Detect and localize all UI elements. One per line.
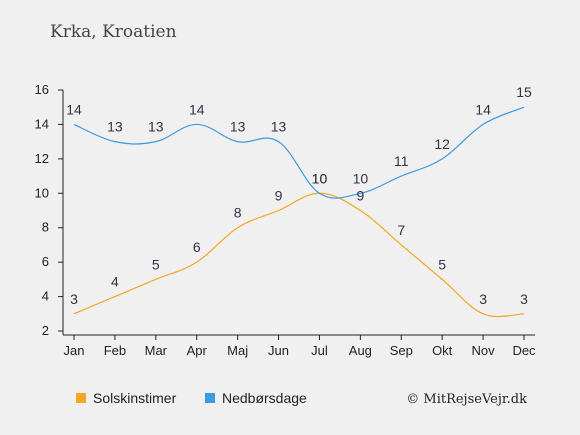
legend-swatch [205, 393, 215, 403]
x-tick-label: Feb [104, 343, 126, 358]
y-tick-label: 14 [35, 116, 49, 131]
data-label: 9 [356, 188, 364, 204]
y-tick-label: 2 [42, 323, 49, 338]
data-label: 3 [520, 291, 528, 307]
series-line-nedborsdage [73, 106, 525, 199]
x-tick-label: Jun [268, 343, 289, 358]
legend-label: Solskinstimer [93, 390, 177, 406]
data-label: 14 [475, 101, 491, 117]
x-tick-label: Maj [227, 343, 248, 358]
data-label: 3 [479, 291, 487, 307]
data-label: 8 [234, 205, 242, 221]
legend-swatch [76, 393, 86, 403]
data-label: 6 [193, 239, 201, 255]
data-label: 14 [66, 101, 82, 117]
x-tick-label: Sep [390, 343, 413, 358]
y-tick-label: 10 [35, 185, 49, 200]
data-label: 12 [434, 136, 450, 152]
legend: Solskinstimer Nedbørsdage [76, 390, 307, 406]
chart-title: Krka, Kroatien [50, 22, 177, 42]
data-label: 3 [70, 291, 78, 307]
data-label: 11 [394, 153, 409, 169]
y-tick-label: 4 [42, 289, 49, 304]
x-tick-label: Mar [145, 343, 168, 358]
data-label: 13 [107, 119, 123, 135]
x-tick-label: Aug [349, 343, 372, 358]
data-label: 5 [152, 256, 160, 272]
data-label: 10 [312, 170, 328, 186]
x-tick-label: Nov [472, 343, 496, 358]
data-label: 13 [230, 119, 246, 135]
y-tick-label: 6 [42, 254, 49, 269]
y-tick-label: 8 [42, 220, 49, 235]
y-tick-label: 12 [35, 151, 49, 166]
data-label: 9 [275, 188, 283, 204]
data-label: 14 [189, 101, 205, 117]
data-label: 13 [148, 119, 164, 135]
x-tick-label: Dec [512, 343, 536, 358]
data-label: 10 [312, 170, 328, 186]
x-tick-label: Jul [311, 343, 328, 358]
data-label: 13 [271, 119, 287, 135]
data-label: 10 [353, 170, 369, 186]
x-tick-label: Apr [187, 343, 208, 358]
data-label: 5 [438, 256, 446, 272]
data-label: 15 [516, 84, 532, 100]
series-layer [73, 106, 525, 318]
axes: 2 4 6 8 10 12 14 16 Jan Feb Mar Apr Maj Jun Jul Aug Sep O… [35, 82, 537, 358]
y-tick-label: 16 [35, 82, 49, 97]
data-label: 4 [111, 274, 119, 290]
x-tick-label: Jan [64, 343, 85, 358]
credit-text: © MitRejseVejr.dk [406, 392, 527, 407]
data-label: 7 [397, 222, 405, 238]
series-line-solskinstimer [73, 192, 525, 318]
x-tick-label: Okt [432, 343, 453, 358]
legend-label: Nedbørsdage [222, 390, 307, 406]
